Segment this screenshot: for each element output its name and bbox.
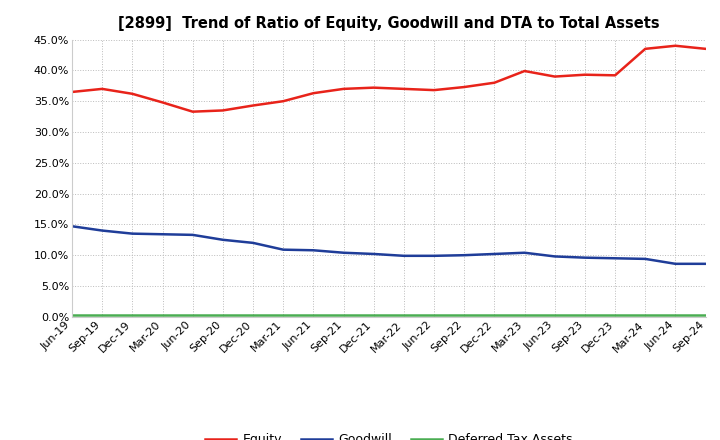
Deferred Tax Assets [430,312,438,318]
Deferred Tax Assets [400,312,408,318]
Deferred Tax Assets [309,312,318,318]
Equity [369,85,378,90]
Goodwill [550,254,559,259]
Deferred Tax Assets [460,312,469,318]
Equity [248,103,257,108]
Deferred Tax Assets [98,312,107,318]
Deferred Tax Assets [521,312,529,318]
Line: Goodwill: Goodwill [72,226,706,264]
Equity [128,91,137,96]
Title: [2899]  Trend of Ratio of Equity, Goodwill and DTA to Total Assets: [2899] Trend of Ratio of Equity, Goodwil… [118,16,660,32]
Equity [580,72,589,77]
Deferred Tax Assets [68,312,76,318]
Deferred Tax Assets [219,312,228,318]
Line: Equity: Equity [72,46,706,112]
Equity [189,109,197,114]
Deferred Tax Assets [701,312,710,318]
Deferred Tax Assets [490,312,499,318]
Equity [339,86,348,92]
Deferred Tax Assets [611,312,619,318]
Equity [490,80,499,85]
Goodwill [611,256,619,261]
Goodwill [279,247,287,252]
Equity [611,73,619,78]
Goodwill [430,253,438,258]
Equity [430,88,438,93]
Equity [98,86,107,92]
Goodwill [248,240,257,246]
Goodwill [521,250,529,255]
Goodwill [98,228,107,233]
Equity [309,91,318,96]
Deferred Tax Assets [158,312,167,318]
Deferred Tax Assets [641,312,649,318]
Goodwill [369,251,378,257]
Deferred Tax Assets [189,312,197,318]
Goodwill [580,255,589,260]
Deferred Tax Assets [279,312,287,318]
Goodwill [68,224,76,229]
Equity [550,74,559,79]
Deferred Tax Assets [369,312,378,318]
Deferred Tax Assets [248,312,257,318]
Goodwill [189,232,197,238]
Equity [671,43,680,48]
Equity [641,46,649,51]
Deferred Tax Assets [339,312,348,318]
Equity [68,89,76,95]
Equity [279,99,287,104]
Goodwill [701,261,710,267]
Equity [400,86,408,92]
Equity [219,108,228,113]
Goodwill [158,231,167,237]
Goodwill [400,253,408,258]
Legend: Equity, Goodwill, Deferred Tax Assets: Equity, Goodwill, Deferred Tax Assets [200,429,577,440]
Goodwill [128,231,137,236]
Deferred Tax Assets [580,312,589,318]
Equity [521,68,529,73]
Goodwill [339,250,348,255]
Goodwill [671,261,680,267]
Goodwill [490,251,499,257]
Goodwill [641,256,649,261]
Equity [460,84,469,90]
Goodwill [309,248,318,253]
Equity [158,100,167,105]
Goodwill [460,253,469,258]
Goodwill [219,237,228,242]
Equity [701,46,710,51]
Deferred Tax Assets [550,312,559,318]
Deferred Tax Assets [128,312,137,318]
Deferred Tax Assets [671,312,680,318]
